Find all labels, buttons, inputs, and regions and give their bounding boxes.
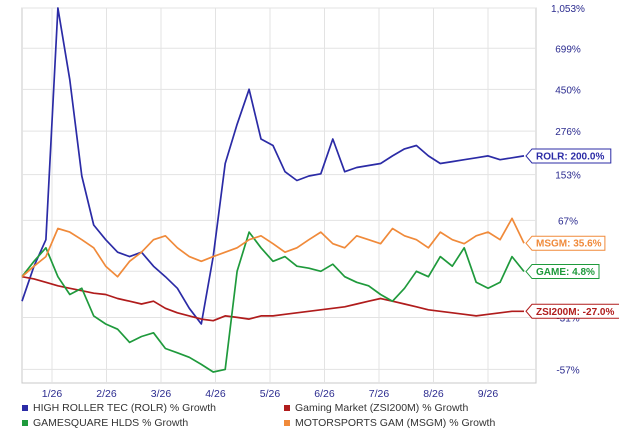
x-tick-label: 1/26 — [42, 388, 63, 400]
series-layer — [21, 7, 525, 373]
x-axis: 1/26 2/26 3/26 4/26 5/26 6/26 7/26 8/26 9/26 — [42, 388, 499, 400]
series-line-rolr — [21, 7, 525, 325]
x-tick-label: 4/26 — [205, 388, 226, 400]
legend-label-zsi200m: Gaming Market (ZSI200M) % Growth — [295, 401, 469, 414]
x-tick-label: 7/26 — [369, 388, 390, 400]
end-label-text-zsi200m: ZSI200M: -27.0% — [536, 307, 614, 318]
x-tick-label: 9/26 — [478, 388, 499, 400]
legend-swatch-msgm — [284, 419, 290, 426]
y-tick-label: 699% — [555, 44, 581, 55]
end-label-rolr: ROLR: 200.0% — [525, 148, 612, 164]
x-tick-label: 5/26 — [260, 388, 281, 400]
legend-swatch-zsi200m — [284, 404, 290, 411]
legend-item-game: GAMESQUARE HLDS % Growth — [22, 417, 284, 429]
y-tick-label: -57% — [556, 365, 579, 376]
series-line-game — [21, 231, 525, 373]
x-tick-label: 2/26 — [96, 388, 117, 400]
end-label-msgm: MSGM: 35.6% — [525, 235, 606, 251]
end-label-text-game: GAME: 4.8% — [536, 267, 595, 278]
legend: HIGH ROLLER TEC (ROLR) % Growth Gaming M… — [22, 400, 582, 430]
legend-swatch-rolr — [22, 404, 28, 411]
legend-label-msgm: MOTORSPORTS GAM (MSGM) % Growth — [295, 416, 496, 429]
x-tick-label: 3/26 — [151, 388, 172, 400]
x-tick-label: 6/26 — [314, 388, 335, 400]
end-label-text-rolr: ROLR: 200.0% — [536, 151, 604, 162]
legend-item-zsi200m: Gaming Market (ZSI200M) % Growth — [284, 402, 546, 414]
y-tick-label: 67% — [558, 216, 578, 227]
legend-item-msgm: MOTORSPORTS GAM (MSGM) % Growth — [284, 417, 546, 429]
legend-label-rolr: HIGH ROLLER TEC (ROLR) % Growth — [33, 401, 217, 414]
legend-item-rolr: HIGH ROLLER TEC (ROLR) % Growth — [22, 402, 284, 414]
x-tick-label: 8/26 — [423, 388, 444, 400]
end-label-game: GAME: 4.8% — [525, 264, 600, 280]
y-axis: 1,053%699%450%276%153%67%5%-31%-57% — [551, 4, 585, 376]
y-tick-label: 153% — [555, 171, 581, 182]
end-label-text-msgm: MSGM: 35.6% — [536, 239, 602, 250]
y-tick-label: -31% — [556, 313, 579, 324]
y-tick-label: 450% — [555, 85, 581, 96]
series-line-zsi200m — [21, 275, 524, 322]
end-labels: ROLR: 200.0% ZSI200M: -27.0% GAME: 4.8% MSG… — [525, 148, 619, 319]
legend-label-game: GAMESQUARE HLDS % Growth — [33, 416, 189, 429]
y-tick-label: 1,053% — [551, 4, 585, 15]
series-line-msgm — [21, 217, 525, 278]
grid-layer — [21, 7, 537, 384]
y-tick-label: 276% — [555, 127, 581, 138]
end-label-zsi200m: ZSI200M: -27.0% — [525, 303, 619, 319]
plot-frame — [21, 7, 537, 384]
legend-swatch-game — [22, 419, 28, 426]
